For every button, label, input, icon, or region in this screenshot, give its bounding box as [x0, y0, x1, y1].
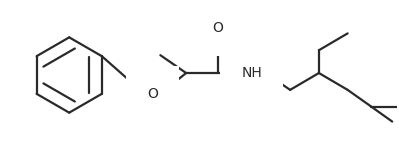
Text: O: O	[147, 87, 158, 101]
Text: NH: NH	[241, 66, 262, 80]
Text: O: O	[212, 21, 223, 35]
